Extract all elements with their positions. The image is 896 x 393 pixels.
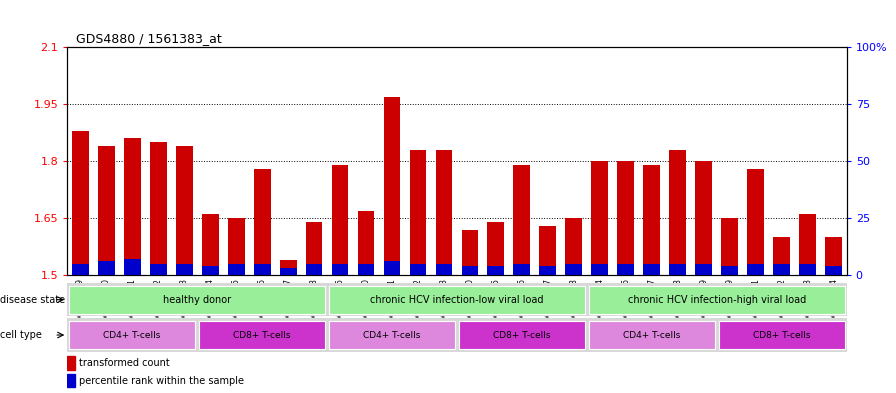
- Bar: [825, 266, 842, 275]
- Bar: [329, 286, 585, 314]
- Bar: [202, 214, 219, 275]
- Bar: [747, 169, 764, 275]
- Bar: [461, 266, 478, 275]
- Bar: [591, 264, 608, 275]
- Bar: [332, 264, 349, 275]
- Bar: [617, 264, 634, 275]
- Bar: [459, 321, 585, 349]
- Bar: [721, 218, 738, 275]
- Text: CD8+ T-cells: CD8+ T-cells: [233, 331, 291, 340]
- Bar: [67, 356, 75, 369]
- Bar: [332, 165, 349, 275]
- Bar: [513, 165, 530, 275]
- Bar: [409, 264, 426, 275]
- Bar: [176, 146, 193, 275]
- Bar: [98, 146, 115, 275]
- Bar: [487, 222, 504, 275]
- Bar: [306, 222, 323, 275]
- Bar: [329, 321, 455, 349]
- Bar: [799, 214, 816, 275]
- Bar: [383, 261, 401, 275]
- Bar: [591, 161, 608, 275]
- Bar: [228, 218, 245, 275]
- Bar: [69, 321, 195, 349]
- Bar: [98, 261, 115, 275]
- Bar: [358, 264, 375, 275]
- Bar: [719, 321, 845, 349]
- Bar: [539, 226, 556, 275]
- Text: chronic HCV infection-low viral load: chronic HCV infection-low viral load: [370, 295, 544, 305]
- Bar: [539, 266, 556, 275]
- Text: cell type: cell type: [0, 330, 42, 340]
- Bar: [280, 260, 297, 275]
- Bar: [254, 264, 271, 275]
- Bar: [72, 131, 89, 275]
- Bar: [643, 264, 660, 275]
- Bar: [487, 266, 504, 275]
- Bar: [565, 264, 582, 275]
- Bar: [254, 169, 271, 275]
- Bar: [176, 264, 193, 275]
- Bar: [199, 321, 325, 349]
- Bar: [513, 264, 530, 275]
- Text: CD4+ T-cells: CD4+ T-cells: [623, 331, 681, 340]
- Bar: [435, 150, 452, 275]
- Text: CD4+ T-cells: CD4+ T-cells: [363, 331, 421, 340]
- Text: GDS4880 / 1561383_at: GDS4880 / 1561383_at: [76, 32, 222, 45]
- Bar: [589, 286, 845, 314]
- Bar: [124, 138, 141, 275]
- Bar: [306, 264, 323, 275]
- Bar: [617, 161, 634, 275]
- Bar: [409, 150, 426, 275]
- Bar: [695, 264, 712, 275]
- Bar: [202, 266, 219, 275]
- Bar: [669, 150, 686, 275]
- Bar: [773, 264, 790, 275]
- Bar: [565, 218, 582, 275]
- Bar: [383, 97, 401, 275]
- Bar: [358, 211, 375, 275]
- Text: healthy donor: healthy donor: [163, 295, 231, 305]
- Bar: [150, 264, 167, 275]
- Text: disease state: disease state: [0, 295, 65, 305]
- Text: percentile rank within the sample: percentile rank within the sample: [79, 376, 244, 386]
- Bar: [799, 264, 816, 275]
- Bar: [280, 268, 297, 275]
- Bar: [228, 264, 245, 275]
- Text: CD4+ T-cells: CD4+ T-cells: [103, 331, 161, 340]
- Bar: [124, 259, 141, 275]
- Bar: [669, 264, 686, 275]
- Bar: [72, 264, 89, 275]
- Text: chronic HCV infection-high viral load: chronic HCV infection-high viral load: [628, 295, 806, 305]
- Text: transformed count: transformed count: [79, 358, 169, 368]
- Bar: [747, 264, 764, 275]
- Bar: [695, 161, 712, 275]
- Text: CD8+ T-cells: CD8+ T-cells: [493, 331, 551, 340]
- Text: CD8+ T-cells: CD8+ T-cells: [753, 331, 811, 340]
- Bar: [435, 264, 452, 275]
- Bar: [825, 237, 842, 275]
- Bar: [69, 286, 325, 314]
- Bar: [461, 230, 478, 275]
- Bar: [721, 266, 738, 275]
- Bar: [589, 321, 715, 349]
- Bar: [643, 165, 660, 275]
- Bar: [67, 374, 75, 387]
- Bar: [150, 142, 167, 275]
- Bar: [773, 237, 790, 275]
